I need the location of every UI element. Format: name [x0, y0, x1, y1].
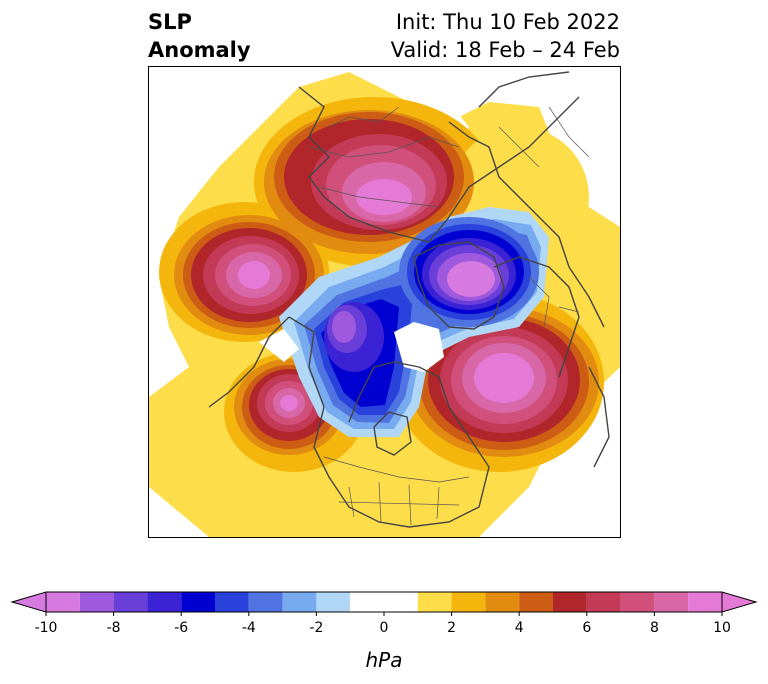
pole-neutral — [394, 322, 444, 372]
colorbar-segment — [417, 592, 452, 612]
colorbar-segment — [147, 592, 182, 612]
coastlines — [208, 71, 610, 528]
colorbar-tick-label: 0 — [380, 620, 389, 636]
colorbar-segment — [248, 592, 283, 612]
title-variable: SLP — [148, 10, 192, 34]
anomaly-map — [148, 66, 621, 538]
colorbar-segment — [688, 592, 722, 612]
init-date: Init: Thu 10 Feb 2022 — [395, 10, 620, 34]
colorbar-segment — [350, 592, 418, 612]
colorbar-segment — [485, 592, 520, 612]
greenland-low-c7 — [447, 261, 495, 297]
valid-range: Valid: 18 Feb – 24 Feb — [390, 38, 620, 62]
colorbar-tick-label: 10 — [713, 620, 731, 636]
colorbar-segment — [113, 592, 148, 612]
colorbar-segment — [586, 592, 621, 612]
border-asia — [318, 186, 440, 208]
coastline-africa — [588, 366, 610, 468]
colorbar-segment — [181, 592, 215, 612]
title-left: SLP Anomaly — [148, 8, 251, 64]
country-borders — [308, 106, 590, 526]
coastline-china — [478, 71, 570, 108]
colorbar-tick-label: 6 — [582, 620, 591, 636]
border-us-canada — [323, 456, 470, 483]
coastline-north-america — [288, 316, 490, 528]
colorbar-tick-label: 4 — [515, 620, 524, 636]
colorbar-segment — [46, 592, 80, 612]
alaska-high-c7 — [280, 395, 298, 411]
colorbar-extend-high — [721, 591, 758, 613]
colorbar-extend-low — [10, 591, 47, 613]
colorbar-tick-label: -2 — [309, 620, 323, 636]
border-east-asia — [498, 106, 590, 168]
title-type: Anomaly — [148, 38, 251, 62]
colorbar-unit: hPa — [366, 648, 403, 672]
colorbar-segment — [79, 592, 114, 612]
title-right: Init: Thu 10 Feb 2022 Valid: 18 Feb – 24… — [391, 8, 620, 64]
map-canvas — [149, 71, 620, 537]
europe-high-c7 — [356, 179, 412, 215]
coastline-europe — [493, 256, 580, 378]
coastline-alaska — [208, 316, 290, 408]
colorbar-tick-label: -6 — [174, 620, 188, 636]
anomaly-field — [149, 72, 620, 537]
colorbar-tick-label: -4 — [242, 620, 256, 636]
atlantic-high-c7 — [474, 353, 534, 403]
colorbar-segment — [654, 592, 689, 612]
colorbar-segment — [553, 592, 587, 612]
colorbar-tick-label: -8 — [107, 620, 121, 636]
coastline-eurasia — [298, 86, 580, 243]
neutral-area-south — [149, 507, 209, 537]
colorbar-segment — [620, 592, 655, 612]
coastline-hudson-bay — [373, 411, 412, 456]
colorbar-segment — [282, 592, 317, 612]
colorbar-ticks: -10 -8 -6 -4 -2 0 2 4 6 8 10 — [35, 612, 731, 636]
colorbar-segment — [316, 592, 351, 612]
border-us-states-2 — [338, 501, 460, 506]
colorbar-segments — [46, 592, 722, 612]
coastline-greenland — [413, 241, 505, 330]
border-kazakhstan — [328, 106, 400, 128]
colorbar-tick-label: 8 — [650, 620, 659, 636]
pacific-high-c7 — [238, 261, 270, 289]
border-russia — [308, 136, 460, 158]
colorbar-segment — [215, 592, 249, 612]
colorbar-segment — [451, 592, 486, 612]
colorbar-tick-label: 2 — [447, 620, 456, 636]
border-europe — [528, 276, 580, 328]
colorbar-segment — [519, 592, 553, 612]
coastline-asia-east — [448, 121, 605, 328]
colorbar-tick-label: -10 — [35, 620, 58, 636]
canada-low-c3 — [332, 311, 356, 343]
colorbar: -10 -8 -6 -4 -2 0 2 4 6 8 10 hPa — [10, 591, 758, 672]
